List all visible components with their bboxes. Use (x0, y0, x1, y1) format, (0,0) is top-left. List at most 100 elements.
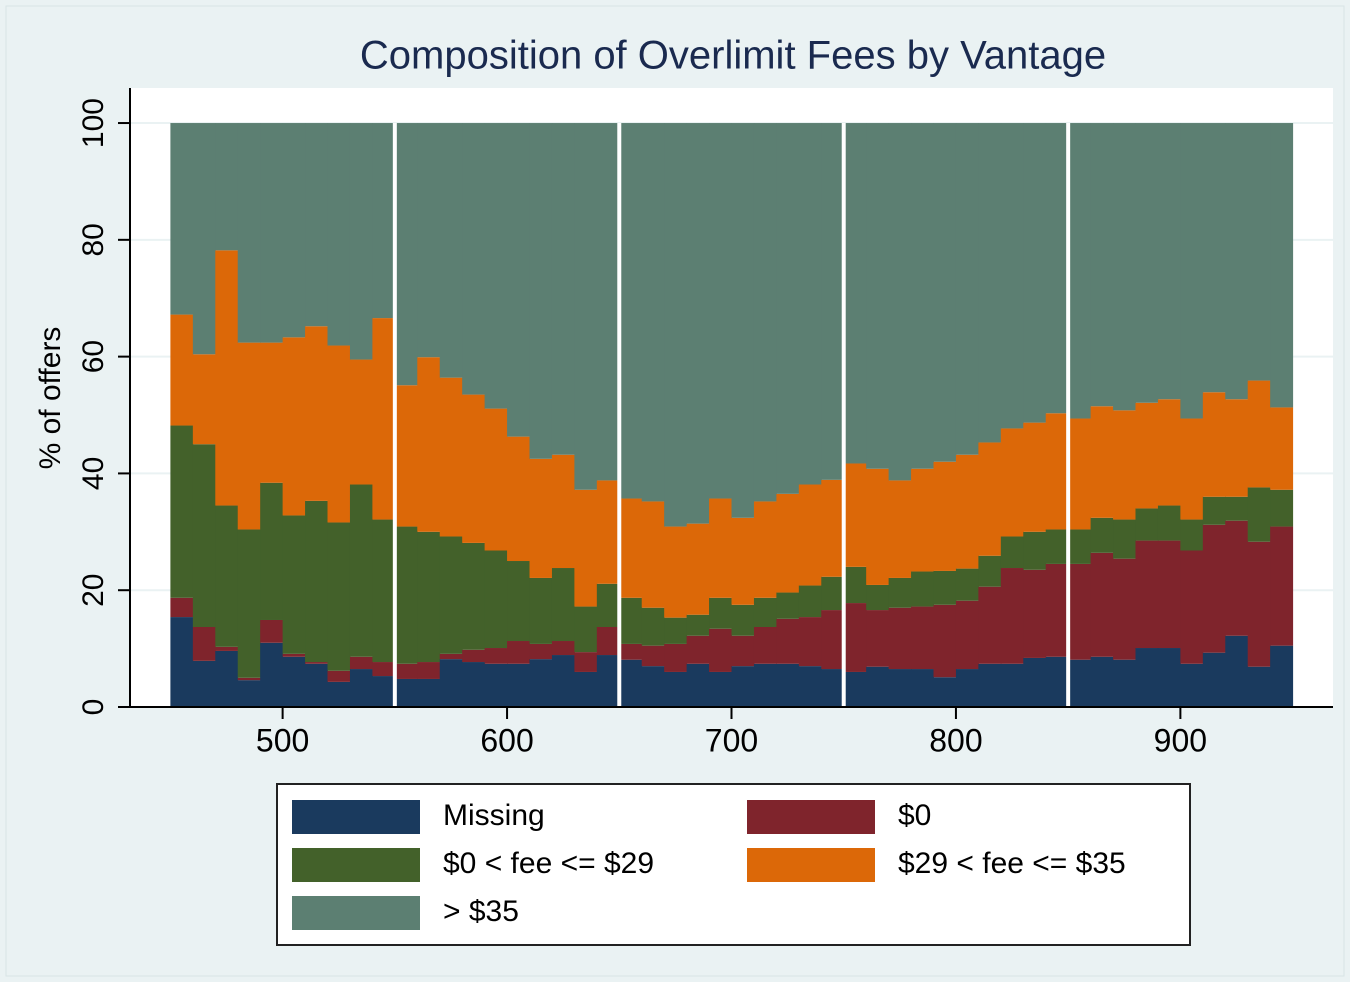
axes: 0 20 40 60 80 100 500 600 700 800 900 (77, 88, 1333, 758)
bar-segment (462, 649, 486, 663)
bar-segment (1113, 659, 1136, 707)
bar-segment (349, 669, 373, 707)
bar-segment (888, 480, 912, 578)
bar-segment (933, 604, 957, 678)
bar-segment (282, 123, 306, 338)
bar-segment (439, 377, 463, 537)
bar-segment (1090, 406, 1114, 518)
bar-segment (686, 523, 710, 615)
bar-segment (305, 500, 329, 663)
bar-segment (866, 468, 890, 585)
bar-segment (955, 669, 979, 707)
bar-segment (821, 610, 845, 670)
bar-segment (574, 652, 598, 672)
bar-segment (1135, 508, 1159, 541)
bar-segment (551, 123, 575, 455)
bar-segment (551, 655, 575, 707)
bar-segment (484, 663, 508, 707)
bar-segment (192, 626, 216, 661)
bar-segment (439, 653, 463, 660)
bar-segment (776, 618, 800, 664)
bar-segment (1247, 541, 1271, 667)
bar-segment (170, 617, 194, 707)
bar-segment (215, 250, 239, 506)
bar-segment (821, 576, 845, 611)
bar-segment (282, 653, 306, 657)
bar-segment (596, 583, 620, 627)
bar-segment (731, 666, 755, 707)
bar-segment (394, 678, 418, 707)
bar-segment (1045, 413, 1069, 530)
bar-segment (282, 337, 306, 516)
bar-segment (911, 468, 934, 572)
bar-segment (551, 568, 575, 642)
bar-segment (1068, 659, 1092, 707)
bar-segment (574, 123, 598, 490)
bar-segment (1090, 517, 1114, 553)
bar-segment (327, 522, 351, 671)
bar-segment (933, 570, 957, 605)
bar-segment (1270, 123, 1294, 408)
bar-segment (574, 606, 598, 653)
bar-segment (484, 550, 508, 649)
bar-segment (798, 666, 822, 707)
bar-segment (372, 318, 396, 520)
bar-segment (596, 655, 620, 707)
bar-segment (394, 385, 418, 527)
bar-segment (1113, 123, 1136, 411)
bar-segment (888, 607, 912, 670)
legend-items: Missing $0 $0 < fee <= $29 $29 < fee <= $35… (292, 799, 1126, 930)
bar-segment (507, 436, 531, 562)
bar-segment (260, 123, 284, 343)
bar-segment (439, 536, 463, 654)
legend-label: $29 < fee <= $35 (898, 847, 1126, 880)
bar-segment (529, 643, 553, 660)
legend-swatch (292, 848, 420, 882)
y-tick-label: 80 (77, 223, 110, 256)
bar-segment (619, 498, 643, 598)
bar-segment (574, 489, 598, 607)
bar-segment (305, 662, 329, 664)
bar-segment (664, 123, 688, 527)
bar-segment (753, 501, 777, 598)
bar-segment (372, 662, 396, 677)
chart-title: Composition of Overlimit Fees by Vantage (360, 34, 1106, 78)
y-tick-label: 40 (77, 457, 110, 490)
bar-segment (439, 123, 463, 378)
bar-segment (709, 123, 732, 499)
bar-segment (619, 597, 643, 644)
bar-segment (417, 357, 441, 532)
bar-segment (888, 123, 912, 481)
bar-segment (664, 671, 688, 707)
bar-segment (1135, 402, 1159, 509)
bar-segment (1000, 568, 1024, 664)
bar-segment (1202, 392, 1226, 497)
bar-segment (215, 123, 239, 251)
bar-segment (843, 603, 867, 672)
bar-segment (619, 659, 643, 707)
bar-segment (709, 671, 732, 707)
bar-segment (1270, 489, 1294, 527)
bar-segment (349, 484, 373, 657)
bar-segment (551, 641, 575, 656)
bar-segment (237, 677, 261, 681)
x-tick-label: 600 (480, 722, 533, 758)
bar-segment (305, 326, 329, 501)
bar-segment (529, 577, 553, 644)
bar-segment (1270, 407, 1294, 490)
bar-segment (170, 314, 194, 426)
bar-segment (237, 529, 261, 678)
bar-segment (821, 479, 845, 577)
bar-segment (955, 454, 979, 569)
bar-segment (709, 498, 732, 598)
bar-segment (215, 650, 239, 707)
bar-segment (417, 662, 441, 679)
x-tick-label: 800 (929, 722, 982, 758)
legend-swatch (292, 896, 420, 930)
bar-segment (686, 123, 710, 524)
bar-segment (192, 123, 216, 355)
bar-segment (821, 123, 845, 480)
bar-segment (978, 663, 1002, 707)
bar-segment (417, 123, 441, 358)
bar-segment (237, 123, 261, 343)
